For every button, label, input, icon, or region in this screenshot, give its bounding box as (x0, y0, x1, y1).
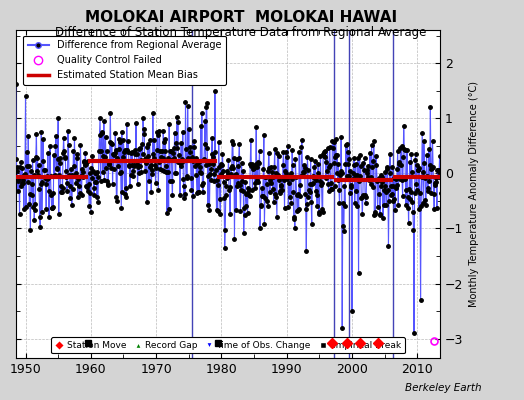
Text: MOLOKAI AIRPORT  MOLOKAI HAWAI: MOLOKAI AIRPORT MOLOKAI HAWAI (85, 10, 397, 25)
Legend: Station Move, Record Gap, Time of Obs. Change, Empirical Break: Station Move, Record Gap, Time of Obs. C… (51, 337, 405, 354)
Text: Difference of Station Temperature Data from Regional Average: Difference of Station Temperature Data f… (56, 26, 427, 39)
Y-axis label: Monthly Temperature Anomaly Difference (°C): Monthly Temperature Anomaly Difference (… (469, 81, 479, 307)
Text: Berkeley Earth: Berkeley Earth (406, 383, 482, 393)
